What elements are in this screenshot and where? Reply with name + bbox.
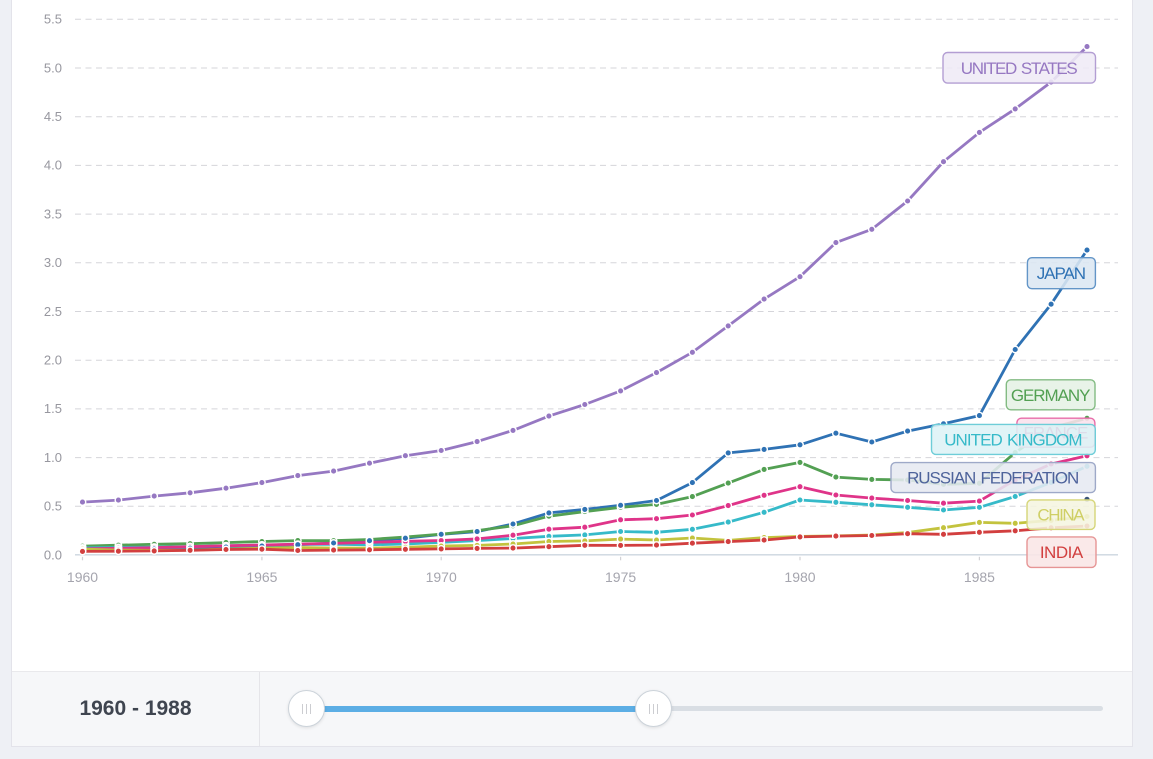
- svg-text:2.0: 2.0: [44, 353, 62, 368]
- svg-text:3.0: 3.0: [44, 255, 62, 270]
- svg-text:UNITED STATES: UNITED STATES: [961, 59, 1078, 78]
- svg-text:3.5: 3.5: [44, 206, 62, 221]
- svg-text:1985: 1985: [964, 569, 995, 585]
- svg-text:1980: 1980: [784, 569, 815, 585]
- svg-text:4.0: 4.0: [44, 158, 62, 173]
- svg-text:1975: 1975: [605, 569, 636, 585]
- svg-text:0.0: 0.0: [44, 547, 62, 562]
- svg-text:UNITED KINGDOM: UNITED KINGDOM: [944, 430, 1081, 449]
- svg-text:INDIA: INDIA: [1040, 543, 1084, 562]
- svg-text:1965: 1965: [246, 569, 277, 585]
- svg-text:CHINA: CHINA: [1037, 506, 1085, 525]
- svg-text:0.5: 0.5: [44, 499, 62, 514]
- svg-text:1960: 1960: [67, 569, 98, 585]
- svg-text:4.5: 4.5: [44, 109, 62, 124]
- svg-text:1.5: 1.5: [44, 401, 62, 416]
- svg-text:JAPAN: JAPAN: [1037, 264, 1085, 283]
- svg-text:2.5: 2.5: [44, 304, 62, 319]
- svg-text:GERMANY: GERMANY: [1011, 386, 1090, 405]
- svg-text:5.5: 5.5: [44, 12, 62, 27]
- svg-text:RUSSIAN FEDERATION: RUSSIAN FEDERATION: [907, 469, 1078, 488]
- svg-text:5.0: 5.0: [44, 60, 62, 75]
- svg-text:1.0: 1.0: [44, 450, 62, 465]
- svg-text:1970: 1970: [426, 569, 457, 585]
